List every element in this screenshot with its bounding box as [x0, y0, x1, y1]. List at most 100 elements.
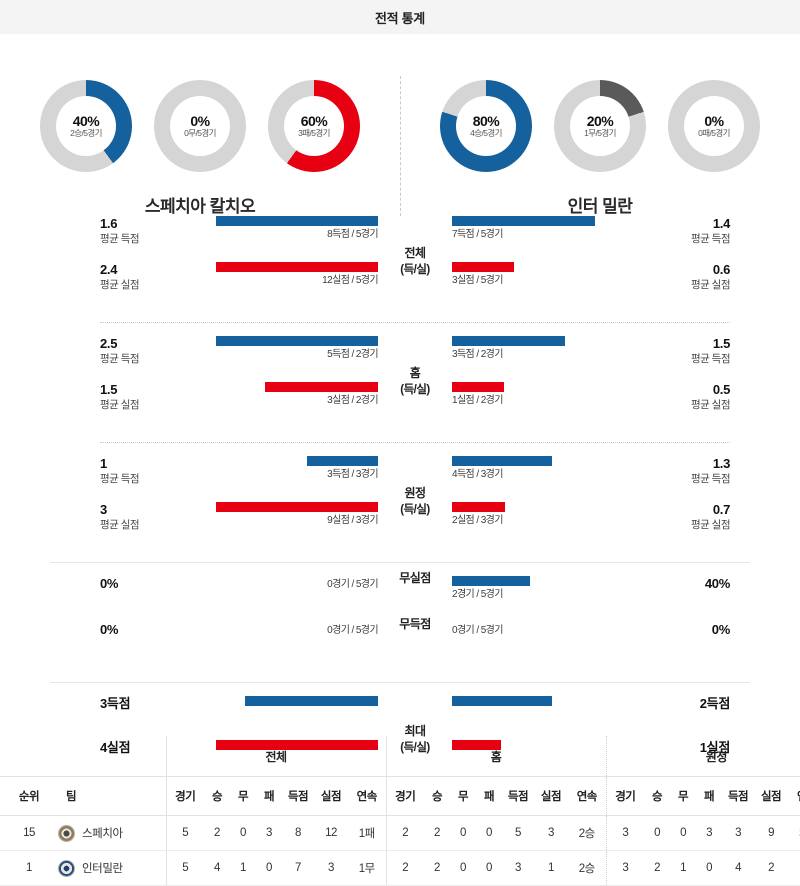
- stats-row: 3 평균 실점 9실점 / 3경기 2실점 / 3경기 0.7 평균 실점: [0, 502, 800, 548]
- stat-cell-away-3: 3: [696, 815, 723, 851]
- table-column-header-5[interactable]: 패: [256, 776, 282, 816]
- left-stat-number: 2.5: [100, 336, 118, 351]
- team-name-label: 스페치아: [82, 828, 123, 840]
- right-bar: [452, 382, 504, 392]
- table-column-header-6[interactable]: 득점: [282, 776, 314, 816]
- table-column-header-12[interactable]: 패: [476, 776, 502, 816]
- team-divider: [400, 76, 401, 216]
- table-column-header-21[interactable]: 실점: [754, 776, 789, 816]
- stats-pair: 0% 0경기 / 5경기 2경기 / 5경기 40% 무실점 0% 0경기 / 5경기 0경기…: [0, 571, 800, 668]
- right-bar-caption: 4득점 / 3경기: [452, 469, 503, 480]
- table-row[interactable]: 1인터밀란5410731무2200312승3210421무: [0, 850, 800, 886]
- table-column-header-19[interactable]: 패: [696, 776, 723, 816]
- stats-comparison-section: 1.6 평균 득점 8득점 / 5경기 7득점 / 5경기 1.4 평균 득점 2.4 평균 …: [0, 202, 800, 798]
- stats-block-overall: 1.6 평균 득점 8득점 / 5경기 7득점 / 5경기 1.4 평균 득점 2.4 평균 …: [0, 202, 800, 322]
- table-column-header-13[interactable]: 득점: [502, 776, 534, 816]
- left-stat-label: 평균 득점: [100, 473, 140, 485]
- stat-cell-overall-1: 2: [204, 815, 230, 851]
- left-bar-caption: 0경기 / 5경기: [327, 579, 378, 590]
- stat-cell-home-2: 0: [450, 815, 476, 851]
- team-cell[interactable]: 스페치아: [58, 815, 166, 851]
- stat-cell-overall-2: 0: [230, 815, 256, 851]
- home-donut-1: 0% 0무/5경기: [154, 80, 246, 172]
- donut-percent: 20%: [586, 112, 614, 129]
- team-cell-inner: 인터밀란: [58, 859, 166, 877]
- stat-cell-away-2: 1: [670, 850, 697, 886]
- donut-sublabel: 1무/5경기: [584, 128, 616, 139]
- left-stat-number: 4실점: [100, 740, 131, 755]
- donut-percent: 80%: [472, 112, 500, 129]
- right-bar: [452, 502, 506, 512]
- table-column-header-4[interactable]: 무: [230, 776, 256, 816]
- right-stat-value: 1.5 평균 득점: [620, 336, 731, 366]
- right-stat-value: 0.5 평균 실점: [620, 382, 731, 412]
- rank-cell: 1: [0, 850, 58, 886]
- stat-cell-away-6: 3패: [788, 815, 800, 851]
- stats-row: 0% 0경기 / 5경기 2경기 / 5경기 40% 무실점: [0, 571, 800, 622]
- right-stat-value: 1.3 평균 득점: [620, 456, 731, 486]
- table-column-header-15[interactable]: 연속: [568, 776, 607, 816]
- donut-percent: 60%: [300, 112, 328, 129]
- stats-pair: 2.5 평균 득점 5득점 / 2경기 3득점 / 2경기 1.5 평균 득점 1.5 평균 …: [0, 336, 800, 428]
- donut-sublabel: 0패/5경기: [698, 128, 730, 139]
- table-column-header-20[interactable]: 득점: [722, 776, 755, 816]
- stats-row: 1 평균 득점 3득점 / 3경기 4득점 / 3경기 1.3 평균 득점: [0, 456, 800, 502]
- table-column-header-16[interactable]: 경기: [605, 776, 645, 816]
- left-stat-value: 2.5 평균 득점: [100, 336, 210, 366]
- right-stat-number: 40%: [704, 576, 730, 591]
- table-column-header-3[interactable]: 승: [204, 776, 230, 816]
- table-column-header-22[interactable]: 연속: [788, 776, 800, 816]
- left-stat-label: 평균 실점: [100, 399, 140, 411]
- stats-row: 2.4 평균 실점 12실점 / 5경기 3실점 / 5경기 0.6 평균 실점: [0, 262, 800, 308]
- right-stat-number: 1.5: [712, 336, 730, 351]
- table-column-header-10[interactable]: 승: [424, 776, 450, 816]
- right-bar-group: 2경기 / 5경기: [452, 576, 614, 602]
- table-column-header-11[interactable]: 무: [450, 776, 476, 816]
- left-bar-group: 3득점 / 3경기: [216, 456, 379, 482]
- donut-center: 40% 2승/5경기: [56, 96, 116, 156]
- right-bar: [452, 696, 553, 706]
- right-bar: [452, 456, 553, 466]
- team-name-row: 스페치아 칼치오 인터 밀란: [0, 192, 800, 217]
- team-cell[interactable]: 인터밀란: [58, 850, 166, 886]
- right-bar-caption: 3득점 / 2경기: [452, 349, 503, 360]
- table-column-header-1[interactable]: 팀: [58, 776, 166, 816]
- table-column-header-14[interactable]: 실점: [534, 776, 568, 816]
- table-column-header-17[interactable]: 승: [644, 776, 671, 816]
- table-column-header-2[interactable]: 경기: [165, 776, 204, 816]
- stat-cell-home-0: 2: [385, 815, 424, 851]
- table-column-header-18[interactable]: 무: [670, 776, 697, 816]
- stat-cell-overall-4: 7: [282, 850, 314, 886]
- table-header-row: 순위팀경기승무패득점실점연속경기승무패득점실점연속경기승무패득점실점연속: [0, 776, 800, 816]
- donut-center: 80% 4승/5경기: [456, 96, 516, 156]
- right-stat-value: 0.6 평균 실점: [620, 262, 731, 292]
- stats-pair: 1.6 평균 득점 8득점 / 5경기 7득점 / 5경기 1.4 평균 득점 2.4 평균 …: [0, 216, 800, 308]
- stats-row: 1.6 평균 득점 8득점 / 5경기 7득점 / 5경기 1.4 평균 득점: [0, 216, 800, 262]
- stat-cell-away-4: 4: [722, 850, 755, 886]
- stat-cell-away-5: 9: [754, 815, 789, 851]
- table-row[interactable]: 15스페치아52038121패2200532승3003393패: [0, 815, 800, 851]
- left-stat-number: 3: [100, 502, 107, 517]
- right-bar-group: 4득점 / 3경기: [452, 456, 614, 482]
- home-donut-0: 40% 2승/5경기: [40, 80, 132, 172]
- left-stat-number: 0%: [100, 622, 119, 637]
- left-bar-caption: 9실점 / 3경기: [327, 515, 378, 526]
- stat-cell-away-1: 0: [644, 815, 671, 851]
- table-group-header-row: 전체 홈 원정: [0, 736, 800, 777]
- table-column-header-7[interactable]: 실점: [314, 776, 348, 816]
- right-stat-label: 평균 득점: [690, 233, 731, 245]
- stat-cell-home-6: 2승: [568, 850, 607, 886]
- stat-cell-home-6: 2승: [568, 815, 607, 851]
- donut-percent: 0%: [190, 112, 210, 129]
- table-column-header-9[interactable]: 경기: [385, 776, 424, 816]
- stat-cell-overall-6: 1무: [348, 850, 386, 886]
- center-section-subtitle: (득/실): [400, 504, 430, 516]
- center-metric-label: 무실점: [399, 570, 431, 585]
- stat-cell-overall-6: 1패: [348, 815, 386, 851]
- left-stat-number: 1.6: [100, 216, 118, 231]
- donut-sublabel: 0무/5경기: [184, 128, 216, 139]
- table-column-header-8[interactable]: 연속: [348, 776, 386, 816]
- right-bar-group: 3실점 / 5경기: [452, 262, 614, 288]
- right-stat-number: 0%: [711, 622, 731, 637]
- table-column-header-0[interactable]: 순위: [0, 776, 58, 816]
